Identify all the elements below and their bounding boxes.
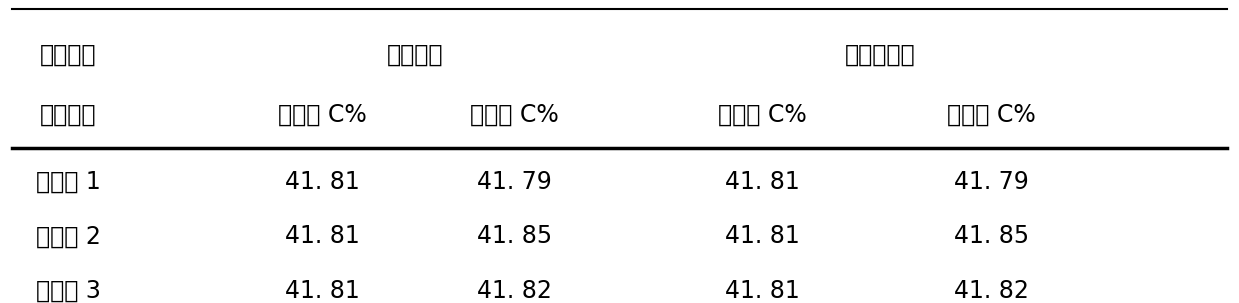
Text: 41. 85: 41. 85 <box>954 224 1028 248</box>
Text: 41. 81: 41. 81 <box>285 170 359 194</box>
Text: 41. 82: 41. 82 <box>954 279 1028 303</box>
Text: 41. 79: 41. 79 <box>477 170 551 194</box>
Text: 41. 81: 41. 81 <box>285 279 359 303</box>
Text: 41. 79: 41. 79 <box>954 170 1028 194</box>
Text: 碳胺原样: 碳胺原样 <box>387 42 444 67</box>
Text: 标准值 C%: 标准值 C% <box>278 103 367 127</box>
Text: 平行样 3: 平行样 3 <box>36 279 100 303</box>
Text: 元素含量: 元素含量 <box>40 103 97 127</box>
Text: 41. 81: 41. 81 <box>285 224 359 248</box>
Text: 41. 81: 41. 81 <box>725 170 799 194</box>
Text: 处理类型: 处理类型 <box>40 42 97 67</box>
Text: 测定值 C%: 测定值 C% <box>947 103 1036 127</box>
Text: 41. 85: 41. 85 <box>477 224 551 248</box>
Text: 测定值 C%: 测定值 C% <box>470 103 559 127</box>
Text: 碳胺酸处理: 碳胺酸处理 <box>844 42 916 67</box>
Text: 41. 81: 41. 81 <box>725 279 799 303</box>
Text: 平行样 1: 平行样 1 <box>36 170 100 194</box>
Text: 平行样 2: 平行样 2 <box>36 224 100 248</box>
Text: 41. 82: 41. 82 <box>477 279 551 303</box>
Text: 41. 81: 41. 81 <box>725 224 799 248</box>
Text: 标准值 C%: 标准值 C% <box>717 103 807 127</box>
